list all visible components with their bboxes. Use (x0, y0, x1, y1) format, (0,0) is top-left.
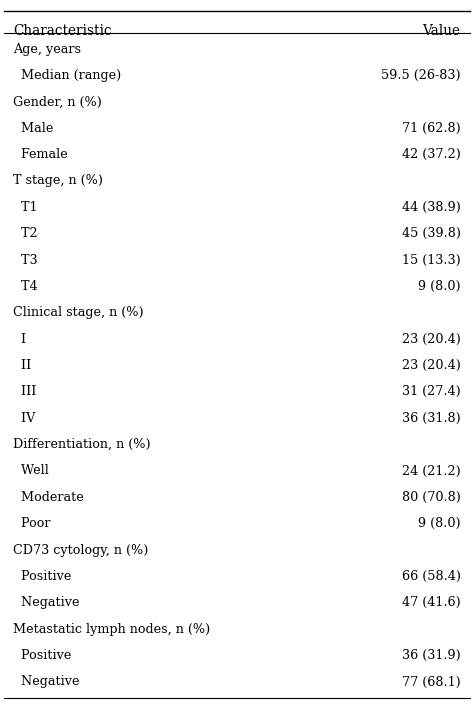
Text: Differentiation, n (%): Differentiation, n (%) (13, 438, 151, 451)
Text: II: II (13, 359, 32, 372)
Text: Poor: Poor (13, 517, 51, 530)
Text: 47 (41.6): 47 (41.6) (402, 597, 461, 609)
Text: 24 (21.2): 24 (21.2) (402, 465, 461, 477)
Text: 66 (58.4): 66 (58.4) (401, 570, 461, 583)
Text: Clinical stage, n (%): Clinical stage, n (%) (13, 306, 144, 319)
Text: 36 (31.8): 36 (31.8) (402, 412, 461, 425)
Text: T2: T2 (13, 227, 38, 240)
Text: 44 (38.9): 44 (38.9) (401, 201, 461, 214)
Text: T3: T3 (13, 253, 38, 266)
Text: 80 (70.8): 80 (70.8) (401, 491, 461, 504)
Text: Negative: Negative (13, 676, 80, 688)
Text: 23 (20.4): 23 (20.4) (401, 333, 461, 346)
Text: 23 (20.4): 23 (20.4) (401, 359, 461, 372)
Text: 9 (8.0): 9 (8.0) (418, 280, 461, 293)
Text: Median (range): Median (range) (13, 69, 122, 82)
Text: Positive: Positive (13, 649, 72, 662)
Text: 15 (13.3): 15 (13.3) (402, 253, 461, 266)
Text: Well: Well (13, 465, 49, 477)
Text: T1: T1 (13, 201, 38, 214)
Text: T stage, n (%): T stage, n (%) (13, 174, 103, 187)
Text: 77 (68.1): 77 (68.1) (402, 676, 461, 688)
Text: Negative: Negative (13, 597, 80, 609)
Text: I: I (13, 333, 27, 346)
Text: Gender, n (%): Gender, n (%) (13, 95, 102, 108)
Text: Positive: Positive (13, 570, 72, 583)
Text: Value: Value (422, 24, 461, 37)
Text: Characteristic: Characteristic (13, 24, 112, 37)
Text: Female: Female (13, 148, 68, 161)
Text: IV: IV (13, 412, 36, 425)
Text: 31 (27.4): 31 (27.4) (402, 385, 461, 398)
Text: Male: Male (13, 121, 54, 135)
Text: Metastatic lymph nodes, n (%): Metastatic lymph nodes, n (%) (13, 623, 211, 635)
Text: Moderate: Moderate (13, 491, 84, 504)
Text: 71 (62.8): 71 (62.8) (402, 121, 461, 135)
Text: T4: T4 (13, 280, 38, 293)
Text: III: III (13, 385, 37, 398)
Text: Age, years: Age, years (13, 42, 82, 56)
Text: 59.5 (26-83): 59.5 (26-83) (381, 69, 461, 82)
Text: 36 (31.9): 36 (31.9) (402, 649, 461, 662)
Text: CD73 cytology, n (%): CD73 cytology, n (%) (13, 544, 149, 556)
Text: 45 (39.8): 45 (39.8) (401, 227, 461, 240)
Text: 9 (8.0): 9 (8.0) (418, 517, 461, 530)
Text: 42 (37.2): 42 (37.2) (401, 148, 461, 161)
